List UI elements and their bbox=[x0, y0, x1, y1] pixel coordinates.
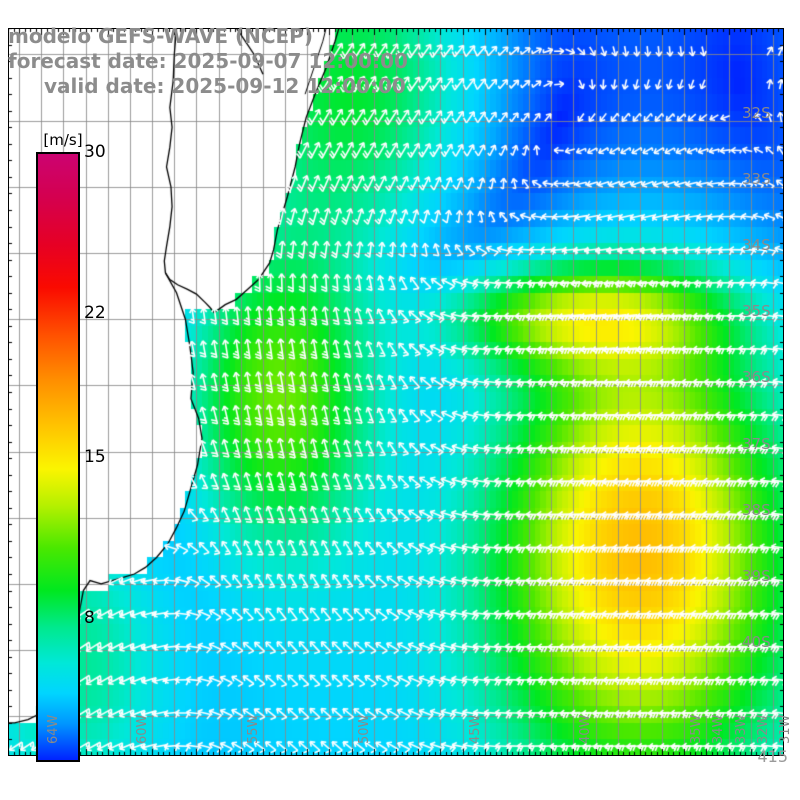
colorbar-gradient bbox=[36, 152, 80, 762]
colorbar-tick-8: 8 bbox=[84, 607, 95, 628]
lon-tick-label-31W: 31W bbox=[777, 714, 793, 744]
lon-tick-label-60W: 60W bbox=[134, 714, 150, 744]
lat-tick-label-38S: 38S bbox=[742, 500, 771, 519]
lat-tick-label-33S: 33S bbox=[742, 169, 771, 188]
lat-tick-label-32S: 32S bbox=[742, 103, 771, 122]
lat-tick-label-36S: 36S bbox=[742, 368, 771, 387]
lon-tick-label-40W: 40W bbox=[578, 714, 594, 744]
lon-tick-label-50W: 50W bbox=[356, 714, 372, 744]
colorbar-tick-22: 22 bbox=[84, 302, 106, 323]
corner-number: 415 bbox=[757, 747, 788, 766]
map-plot-area[interactable] bbox=[8, 28, 784, 756]
lat-tick-label-35S: 35S bbox=[742, 302, 771, 321]
lat-tick-label-34S: 34S bbox=[742, 236, 771, 255]
colorbar-unit-label: [m/s] bbox=[43, 131, 83, 149]
lon-tick-label-64W: 64W bbox=[46, 714, 62, 744]
wind-field-canvas[interactable] bbox=[8, 28, 784, 756]
lon-tick-label-33W: 33W bbox=[733, 714, 749, 744]
colorbar[interactable] bbox=[36, 152, 80, 762]
lon-tick-label-34W: 34W bbox=[711, 714, 727, 744]
lat-tick-label-37S: 37S bbox=[742, 434, 771, 453]
colorbar-tick-30: 30 bbox=[84, 142, 106, 162]
lon-tick-label-55W: 55W bbox=[245, 714, 261, 744]
lat-tick-label-40S: 40S bbox=[742, 633, 771, 652]
lat-tick-label-39S: 39S bbox=[742, 566, 771, 585]
colorbar-tick-15: 15 bbox=[84, 447, 106, 467]
lon-tick-label-35W: 35W bbox=[689, 714, 705, 744]
lon-tick-label-32W: 32W bbox=[755, 714, 771, 744]
lon-tick-label-45W: 45W bbox=[467, 714, 483, 744]
